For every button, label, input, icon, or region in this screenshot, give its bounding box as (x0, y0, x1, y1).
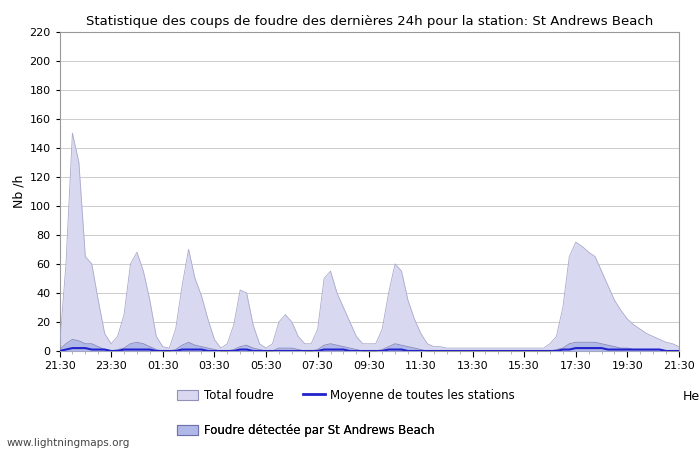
Text: www.lightningmaps.org: www.lightningmaps.org (7, 438, 130, 448)
Y-axis label: Nb /h: Nb /h (12, 175, 25, 208)
Legend: Foudre détectée par St Andrews Beach: Foudre détectée par St Andrews Beach (177, 424, 435, 437)
Text: Heure: Heure (683, 390, 700, 403)
Title: Statistique des coups de foudre des dernières 24h pour la station: St Andrews Be: Statistique des coups de foudre des dern… (85, 14, 653, 27)
